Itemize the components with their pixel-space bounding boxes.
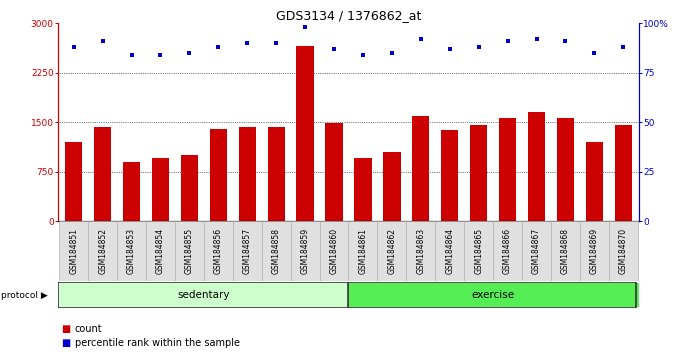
Text: GSM184853: GSM184853 [127, 228, 136, 274]
Bar [204, 221, 233, 281]
Point [242, 40, 253, 46]
Bar [181, 155, 198, 221]
Point [444, 46, 455, 52]
Bar [435, 221, 464, 281]
Text: GSM184865: GSM184865 [474, 228, 483, 274]
Text: GSM184862: GSM184862 [388, 228, 396, 274]
Text: GSM184860: GSM184860 [330, 228, 339, 274]
Title: GDS3134 / 1376862_at: GDS3134 / 1376862_at [276, 9, 421, 22]
Bar [209, 129, 227, 221]
Text: GSM184854: GSM184854 [156, 228, 165, 274]
Text: ■: ■ [61, 324, 71, 333]
Bar [354, 159, 372, 221]
Bar [499, 118, 516, 221]
Text: GSM184869: GSM184869 [590, 228, 599, 274]
Point [589, 50, 600, 56]
Point [97, 38, 108, 44]
Point [502, 38, 513, 44]
Point [328, 46, 339, 52]
Bar [233, 221, 262, 281]
Bar [320, 221, 348, 281]
Point [271, 40, 282, 46]
Text: GSM184857: GSM184857 [243, 228, 252, 274]
Point [358, 52, 369, 58]
Bar [348, 283, 639, 308]
Bar [557, 118, 574, 221]
Text: GSM184855: GSM184855 [185, 228, 194, 274]
Bar [464, 221, 493, 281]
Bar [88, 221, 117, 281]
Bar [296, 46, 313, 221]
Bar [441, 130, 458, 221]
Text: GSM184867: GSM184867 [532, 228, 541, 274]
Bar [146, 221, 175, 281]
Point [213, 44, 224, 50]
Bar [585, 142, 603, 221]
Bar [348, 221, 377, 281]
Text: exercise: exercise [471, 290, 515, 300]
Bar [123, 162, 140, 221]
Bar [267, 127, 285, 221]
Bar [615, 125, 632, 221]
Bar [59, 221, 88, 281]
Text: GSM184859: GSM184859 [301, 228, 309, 274]
Point [126, 52, 137, 58]
Text: GSM184858: GSM184858 [272, 228, 281, 274]
Bar [65, 142, 82, 221]
Bar [175, 221, 204, 281]
Bar [522, 221, 551, 281]
Text: ■: ■ [61, 338, 71, 348]
Point [473, 44, 484, 50]
Text: GSM184851: GSM184851 [69, 228, 78, 274]
Text: GSM184856: GSM184856 [214, 228, 223, 274]
Bar [551, 221, 580, 281]
Bar [152, 159, 169, 221]
Bar [407, 221, 435, 281]
Bar [94, 127, 112, 221]
Text: GSM184870: GSM184870 [619, 228, 628, 274]
Point [415, 36, 426, 42]
Point [300, 24, 311, 30]
Point [184, 50, 195, 56]
Bar [493, 221, 522, 281]
Bar [239, 127, 256, 221]
Bar [290, 221, 320, 281]
Text: count: count [75, 324, 103, 333]
Point [68, 44, 79, 50]
Text: GSM184864: GSM184864 [445, 228, 454, 274]
Text: GSM184868: GSM184868 [561, 228, 570, 274]
Bar [377, 221, 407, 281]
Bar [325, 124, 343, 221]
Bar [580, 221, 609, 281]
Bar [59, 283, 347, 308]
Bar [262, 221, 290, 281]
Text: protocol ▶: protocol ▶ [1, 291, 48, 300]
Bar [528, 112, 545, 221]
Point [531, 36, 542, 42]
Text: GSM184861: GSM184861 [358, 228, 367, 274]
Bar [609, 221, 638, 281]
Text: sedentary: sedentary [177, 290, 230, 300]
Bar [470, 125, 488, 221]
Bar [412, 115, 430, 221]
Text: percentile rank within the sample: percentile rank within the sample [75, 338, 240, 348]
Point [386, 50, 397, 56]
Point [560, 38, 571, 44]
Bar [117, 221, 146, 281]
Point [618, 44, 629, 50]
Text: GSM184863: GSM184863 [416, 228, 425, 274]
Bar [384, 152, 401, 221]
Text: GSM184866: GSM184866 [503, 228, 512, 274]
Text: GSM184852: GSM184852 [98, 228, 107, 274]
Point [155, 52, 166, 58]
